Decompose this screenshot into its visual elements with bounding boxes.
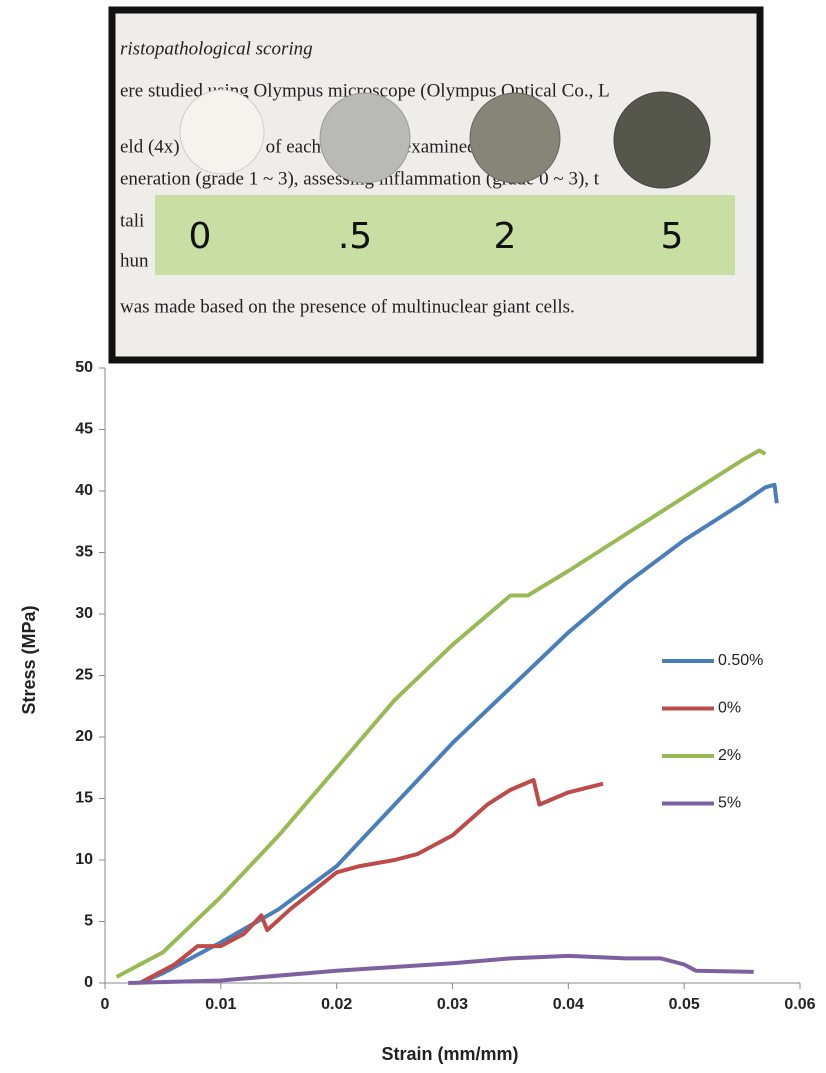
legend-label: 2% xyxy=(718,747,741,764)
photo-text: was made based on the presence of multin… xyxy=(120,296,575,317)
photo-label: 0 xyxy=(189,216,212,257)
series-line xyxy=(140,485,777,983)
y-tick-label: 25 xyxy=(75,667,93,684)
legend-label: 0% xyxy=(718,700,741,717)
disc xyxy=(614,92,710,188)
photo-label: .5 xyxy=(338,216,372,257)
x-tick-label: 0.02 xyxy=(321,996,352,1013)
disc xyxy=(470,93,560,183)
y-axis-title: Stress (MPa) xyxy=(19,605,39,714)
y-tick-label: 30 xyxy=(75,605,93,622)
x-axis-title: Strain (mm/mm) xyxy=(381,1044,518,1064)
disc xyxy=(320,93,410,183)
y-tick-label: 50 xyxy=(75,359,93,376)
tape xyxy=(155,195,735,275)
y-tick-label: 20 xyxy=(75,728,93,745)
series-line xyxy=(140,780,603,983)
photo-text: hun xyxy=(120,250,149,271)
series-line xyxy=(117,450,766,977)
series-line xyxy=(128,956,754,983)
x-tick-label: 0.05 xyxy=(669,996,700,1013)
x-tick-label: 0.06 xyxy=(784,996,815,1013)
y-tick-label: 15 xyxy=(75,790,93,807)
y-tick-label: 10 xyxy=(75,851,93,868)
x-tick-label: 0.04 xyxy=(553,996,584,1013)
x-tick-label: 0 xyxy=(101,996,110,1013)
photo-label: 5 xyxy=(661,216,684,257)
y-tick-label: 0 xyxy=(84,974,93,991)
y-tick-label: 35 xyxy=(75,544,93,561)
x-tick-label: 0.03 xyxy=(437,996,468,1013)
disc xyxy=(180,90,264,174)
photo-label: 2 xyxy=(494,216,517,257)
y-tick-label: 5 xyxy=(84,913,93,930)
chart: ristopathological scoring ere studied us… xyxy=(0,0,826,1073)
x-tick-label: 0.01 xyxy=(205,996,236,1013)
inset-photo: ristopathological scoring ere studied us… xyxy=(112,10,760,360)
legend-label: 0.50% xyxy=(718,652,763,669)
legend-label: 5% xyxy=(718,795,741,812)
y-tick-label: 40 xyxy=(75,482,93,499)
y-tick-label: 45 xyxy=(75,421,93,438)
photo-text: ristopathological scoring xyxy=(120,38,313,59)
photo-text: tali xyxy=(120,210,144,231)
